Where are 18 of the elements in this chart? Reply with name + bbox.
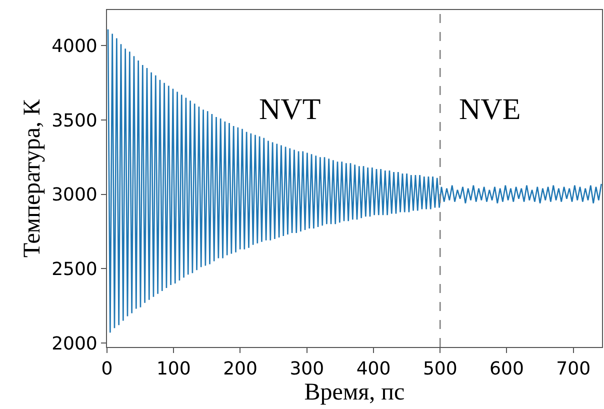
x-tick-label: 100 <box>156 358 191 380</box>
annotation: NVT <box>259 93 321 126</box>
y-tick-label: 4000 <box>52 36 98 57</box>
annotation: NVE <box>459 93 521 126</box>
x-tick-label: 300 <box>290 358 324 380</box>
y-axis-title: Температура, К <box>20 98 46 258</box>
line-series <box>107 28 602 334</box>
x-axis-title: Время, пс <box>304 380 405 406</box>
y-tick-label: 2000 <box>52 333 98 354</box>
x-tick-label: 400 <box>356 358 391 380</box>
x-tick-label: 0 <box>101 358 113 380</box>
x-tick-label: 600 <box>490 358 524 380</box>
y-tick-label: 3000 <box>52 184 98 206</box>
y-tick-label: 2500 <box>52 258 98 280</box>
x-tick-label: 200 <box>223 358 258 380</box>
x-tick-label: 500 <box>422 358 458 380</box>
x-tick-label: 700 <box>556 358 591 380</box>
y-tick-label: 3500 <box>52 110 98 132</box>
